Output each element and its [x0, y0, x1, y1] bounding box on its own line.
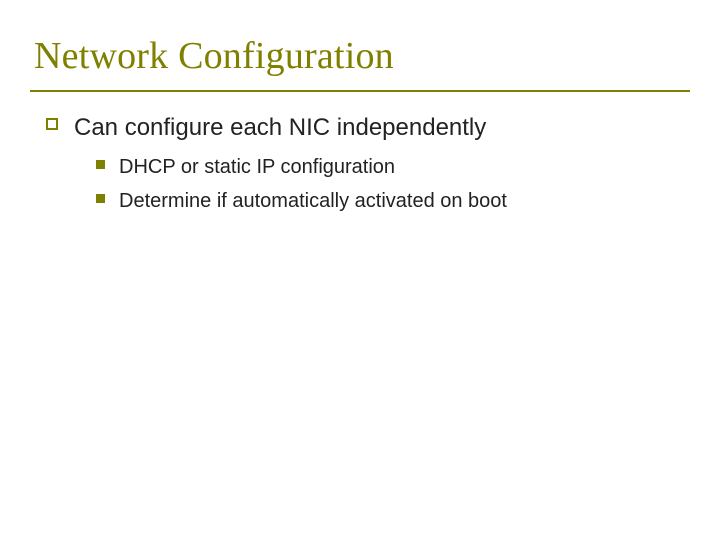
bullet-lvl1: Can configure each NIC independently	[46, 112, 676, 144]
bullet-lvl2-text: Determine if automatically activated on …	[119, 186, 507, 216]
bullet-lvl2: Determine if automatically activated on …	[96, 186, 676, 216]
square-fill-bullet-icon	[96, 160, 105, 169]
slide-title: Network Configuration	[34, 34, 394, 78]
slide: Network Configuration Can configure each…	[0, 0, 720, 540]
square-fill-bullet-icon	[96, 194, 105, 203]
title-underline	[30, 90, 690, 92]
bullet-lvl2-text: DHCP or static IP configuration	[119, 152, 395, 182]
slide-body: Can configure each NIC independently DHC…	[46, 112, 676, 216]
bullet-lvl1-text: Can configure each NIC independently	[74, 112, 486, 144]
square-outline-bullet-icon	[46, 118, 58, 130]
bullet-lvl2: DHCP or static IP configuration	[96, 152, 676, 182]
